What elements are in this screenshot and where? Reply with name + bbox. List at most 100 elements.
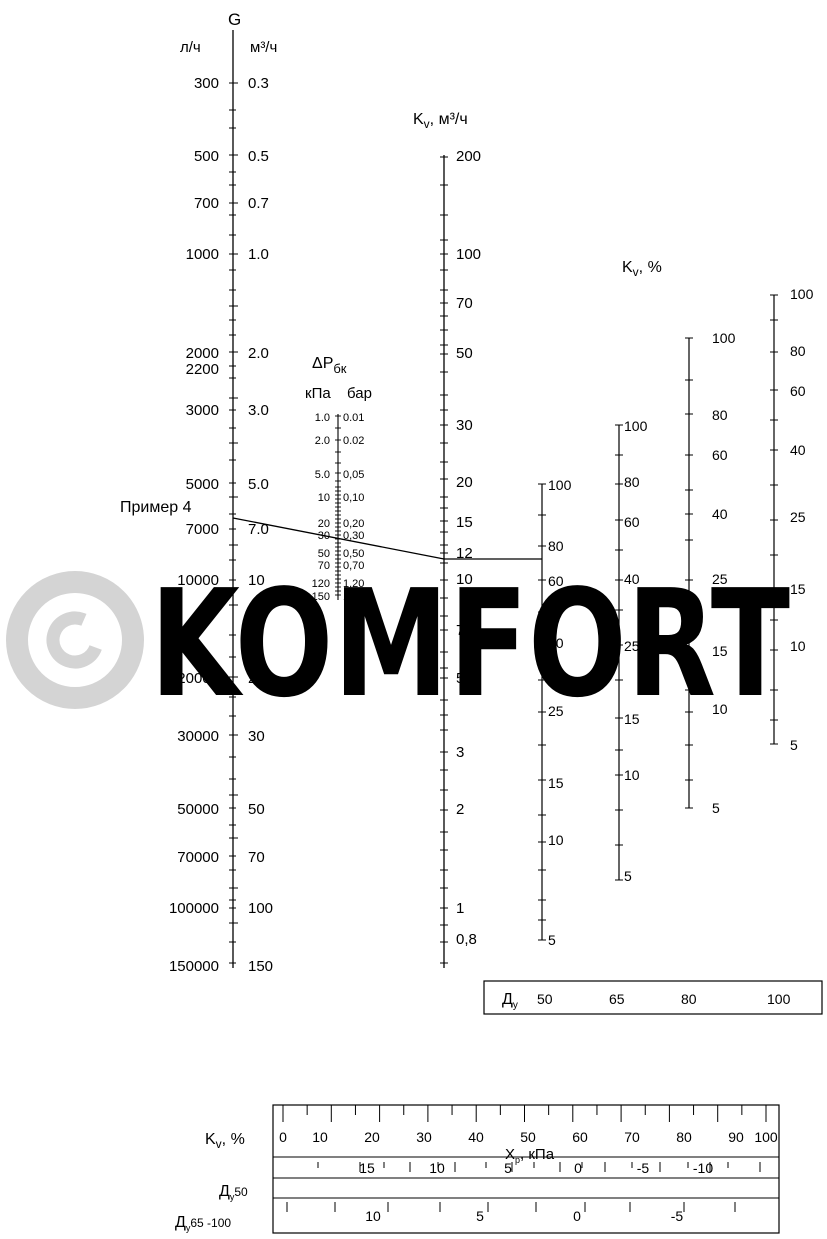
bottom-dy50-sub: у <box>230 1192 235 1202</box>
kv-label: 20 <box>456 474 473 491</box>
bottom-kv-label: Kv, % <box>205 1131 245 1151</box>
g-label-m: 3.0 <box>248 402 269 419</box>
dn65-label: 5 <box>624 868 632 884</box>
dn50-label: 15 <box>548 775 564 791</box>
bottom-scale: Kv, % 0 10 20 30 40 50 60 70 80 90 100 X… <box>175 1104 780 1234</box>
kv-label: 200 <box>456 148 481 165</box>
dn100-label: 80 <box>790 343 806 359</box>
bottom-dy65-values: 10 5 0 -5 <box>365 1208 683 1224</box>
g-label-l: 70000 <box>177 849 219 866</box>
dy-box-value: 100 <box>767 991 791 1007</box>
dn80-label: 5 <box>712 800 720 816</box>
dn100-label: 10 <box>790 638 806 654</box>
kv-label: 3 <box>456 744 464 761</box>
dn100-label: 100 <box>790 286 814 302</box>
dy50-value: -5 <box>637 1160 650 1176</box>
dy65-value: 10 <box>365 1208 381 1224</box>
dp-label-b: 0.02 <box>343 435 364 447</box>
dn80-label: 25 <box>712 571 728 587</box>
kv-axis-title: Kv, м³/ч <box>413 111 468 131</box>
kv-label: 30 <box>456 417 473 434</box>
g-label-m: 10 <box>248 572 265 589</box>
dy-box-value: 50 <box>537 991 553 1007</box>
dn50-label: 60 <box>548 573 564 589</box>
dp-label-k: 10 <box>318 492 330 504</box>
g-label-m: 30 <box>248 728 265 745</box>
watermark-text: KOMFORT <box>150 558 790 730</box>
dp-label-k: 50 <box>318 548 330 560</box>
bottom-kv-value: 100 <box>754 1129 778 1145</box>
kv-label: 2 <box>456 801 464 818</box>
bottom-dy65-label: Ду65 -100 <box>175 1214 231 1233</box>
bottom-kv-value: 60 <box>572 1129 588 1145</box>
dn50-label: 100 <box>548 477 572 493</box>
bottom-kv-value: 90 <box>728 1129 744 1145</box>
g-label-m: 7.0 <box>248 521 269 538</box>
kv-pct-title-sub: v <box>633 265 639 279</box>
g-label-l: 100000 <box>169 900 219 917</box>
bottom-dy50-label: Ду50 <box>219 1183 248 1202</box>
bottom-kv-value: 0 <box>279 1129 287 1145</box>
g-label-m: 0.7 <box>248 195 269 212</box>
example-label: Пример 4 <box>120 499 192 516</box>
dy50-value: 15 <box>359 1160 375 1176</box>
kv-axis-title-unit: , м³/ч <box>430 111 468 128</box>
dp-label-b: 0.01 <box>343 412 364 424</box>
bottom-kv-value: 40 <box>468 1129 484 1145</box>
kv-pct-scale-dn80: 100 80 60 40 25 15 10 5 <box>685 330 736 816</box>
kv-axis-labels: 200 100 70 50 30 20 15 12 10 7 5 3 2 1 0… <box>456 148 481 948</box>
g-label-m: 1.0 <box>248 246 269 263</box>
dn100-label: 25 <box>790 509 806 525</box>
dp-axis-ticks <box>335 415 341 596</box>
dn65-label: 10 <box>624 767 640 783</box>
g-axis-unit-left: л/ч <box>180 39 201 56</box>
g-label-m: 5.0 <box>248 476 269 493</box>
g-axis-ticks <box>229 82 238 964</box>
g-label-l: 10000 <box>177 572 219 589</box>
g-label-l: 5000 <box>186 476 219 493</box>
dn80-label: 10 <box>712 701 728 717</box>
copyright-circle-icon <box>6 571 144 709</box>
dp-label-b: 0,70 <box>343 560 364 572</box>
bottom-xp-sub: р <box>515 1155 520 1165</box>
kv-label: 10 <box>456 571 473 588</box>
dy-box-value: 65 <box>609 991 625 1007</box>
kv-label: 70 <box>456 295 473 312</box>
dy65-value: 0 <box>573 1208 581 1224</box>
g-label-m: 0.3 <box>248 75 269 92</box>
dn65-label: 15 <box>624 711 640 727</box>
dp-axis-title: ΔPбк <box>312 355 347 376</box>
g-label-l: 20000 <box>177 670 219 687</box>
dp-axis: ΔPбк кПа бар 1.0 0.01 2.0 0.02 5.0 0,05 … <box>305 355 372 603</box>
dp-axis-labels: 1.0 0.01 2.0 0.02 5.0 0,05 10 0,10 20 0,… <box>312 412 365 603</box>
dn65-label: 25 <box>624 638 640 654</box>
dn50-label: 40 <box>548 635 564 651</box>
g-label-l: 150000 <box>169 958 219 975</box>
bottom-kv-value: 80 <box>676 1129 692 1145</box>
kv-label: 7 <box>456 622 464 639</box>
dn65-label: 60 <box>624 514 640 530</box>
dp-label-b: 0,05 <box>343 469 364 481</box>
dn80-label: 80 <box>712 407 728 423</box>
g-label-m: 70 <box>248 849 265 866</box>
bottom-xp-label: Xр, кПа <box>505 1146 555 1165</box>
g-label-m: 0.5 <box>248 148 269 165</box>
g-axis: G л/ч м³/ч 300 0.3 500 0.5 700 0.7 1000 … <box>169 10 277 975</box>
bottom-xp-unit: , кПа <box>520 1146 555 1163</box>
bottom-kv-value: 20 <box>364 1129 380 1145</box>
dy65-value: -5 <box>671 1208 684 1224</box>
dn65-label: 100 <box>624 418 648 434</box>
g-label-l: 500 <box>194 148 219 165</box>
kv-label: 12 <box>456 545 473 562</box>
dn100-label: 60 <box>790 383 806 399</box>
dn80-label: 15 <box>712 643 728 659</box>
kv-label: 15 <box>456 514 473 531</box>
kv-label: 5 <box>456 670 464 687</box>
dp-label-k: 70 <box>318 560 330 572</box>
dy50-value: 0 <box>574 1160 582 1176</box>
bottom-dy65-suffix: 65 -100 <box>190 1216 231 1230</box>
bottom-dy50-suffix: 50 <box>234 1185 248 1199</box>
dp-label-k: 150 <box>312 591 330 603</box>
dy-box-frame <box>483 980 823 1015</box>
g-label-m: 2.0 <box>248 345 269 362</box>
